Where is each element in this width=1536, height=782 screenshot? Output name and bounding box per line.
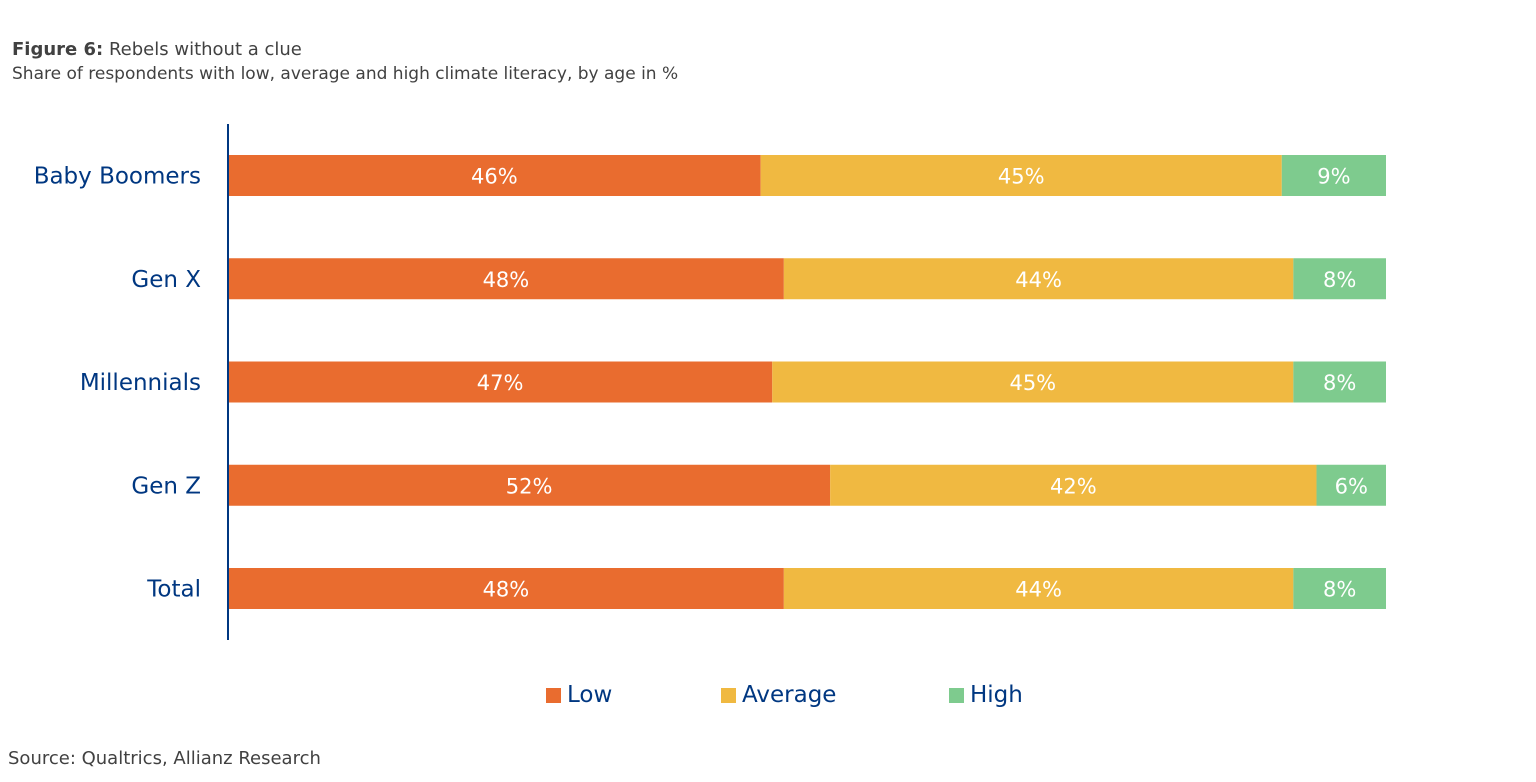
legend-swatch <box>721 687 736 703</box>
figure-title: Figure 6: Rebels without a clue <box>12 38 678 62</box>
legend-label: Average <box>742 682 837 708</box>
data-label: 52% <box>506 474 553 498</box>
data-label: 48% <box>483 268 530 292</box>
data-label: 44% <box>1015 578 1062 602</box>
legend-label: Low <box>567 682 613 708</box>
legend-label: High <box>970 682 1023 708</box>
legend-item-average: Average <box>721 682 836 708</box>
bar-segment-high <box>1293 568 1386 609</box>
bar-segment-high <box>1316 464 1386 506</box>
bar-segment-average <box>772 361 1294 403</box>
data-label: 9% <box>1317 165 1350 189</box>
chart-legend: Low Average High <box>0 682 1536 714</box>
bar-segment-average <box>783 568 1294 609</box>
chart-title: Rebels without a clue <box>108 39 302 60</box>
data-label: 48% <box>483 578 530 602</box>
data-label: 46% <box>471 165 518 189</box>
bar-segment-low <box>228 258 784 300</box>
bar-segment-high <box>1281 155 1386 196</box>
data-label: 45% <box>998 165 1045 189</box>
data-label: 45% <box>1009 371 1056 395</box>
legend-item-low: Low <box>546 682 612 708</box>
bar-segment-low <box>228 464 831 506</box>
source-note: Source: Qualtrics, Allianz Research <box>8 748 321 769</box>
legend-swatch <box>949 687 964 703</box>
figure-label: Figure 6: <box>12 39 104 60</box>
data-label: 6% <box>1335 474 1368 498</box>
data-label: 42% <box>1050 474 1097 498</box>
stacked-bar-chart: Baby Boomers 46% 45% 9% Gen X 48% 44% 8% Millenn… <box>34 124 1386 640</box>
bar-segment-average <box>830 464 1317 506</box>
bar-segment-high <box>1293 361 1386 403</box>
bar-segment-low <box>228 568 784 609</box>
bar-segment-average <box>783 258 1294 300</box>
legend-item-high: High <box>949 682 1023 708</box>
bar-segment-low <box>228 361 773 403</box>
data-label: 8% <box>1323 578 1356 602</box>
category-label: Millennials <box>80 370 201 396</box>
data-label: 8% <box>1323 268 1356 292</box>
bar-segment-average <box>760 155 1282 196</box>
legend-swatch <box>546 687 561 703</box>
category-label: Total <box>146 577 201 603</box>
chart-header: Figure 6: Rebels without a clue Share of… <box>12 38 678 86</box>
data-label: 44% <box>1015 268 1062 292</box>
data-label: 8% <box>1323 371 1356 395</box>
category-label: Gen Z <box>131 473 201 499</box>
category-label: Gen X <box>131 267 201 293</box>
bar-segment-high <box>1293 258 1386 300</box>
chart-subtitle: Share of respondents with low, average a… <box>12 64 679 84</box>
category-label: Baby Boomers <box>34 164 201 190</box>
bar-segment-low <box>228 155 761 196</box>
data-label: 47% <box>477 371 524 395</box>
